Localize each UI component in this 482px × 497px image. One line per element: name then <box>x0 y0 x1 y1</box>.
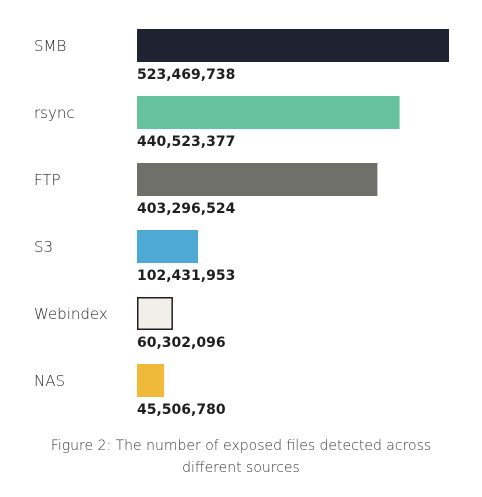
figure-caption: Figure 2: The number of exposed files de… <box>0 435 482 479</box>
bar-smb <box>137 29 449 62</box>
category-label-s3: S3 <box>34 238 53 256</box>
category-label-ftp: FTP <box>34 171 61 189</box>
value-label-ftp: 403,296,524 <box>137 201 236 217</box>
category-label-rsync: rsync <box>34 104 75 122</box>
category-label-webindex: Webindex <box>34 305 108 323</box>
value-label-s3: 102,431,953 <box>137 268 235 284</box>
bar-webindex <box>137 297 173 330</box>
value-label-rsync: 440,523,377 <box>137 134 235 150</box>
figure-caption-line-2: different sources <box>182 460 300 476</box>
value-label-smb: 523,469,738 <box>137 67 235 83</box>
bar-s3 <box>137 230 199 263</box>
value-label-webindex: 60,302,096 <box>137 335 226 351</box>
category-label-nas: NAS <box>34 372 65 390</box>
value-label-nas: 45,506,780 <box>137 402 226 418</box>
category-label-smb: SMB <box>34 37 66 55</box>
figure-caption-line-1: Figure 2: The number of exposed files de… <box>50 438 432 454</box>
bar-nas <box>137 364 165 397</box>
bar-rsync <box>137 96 400 129</box>
bar-ftp <box>137 163 378 196</box>
